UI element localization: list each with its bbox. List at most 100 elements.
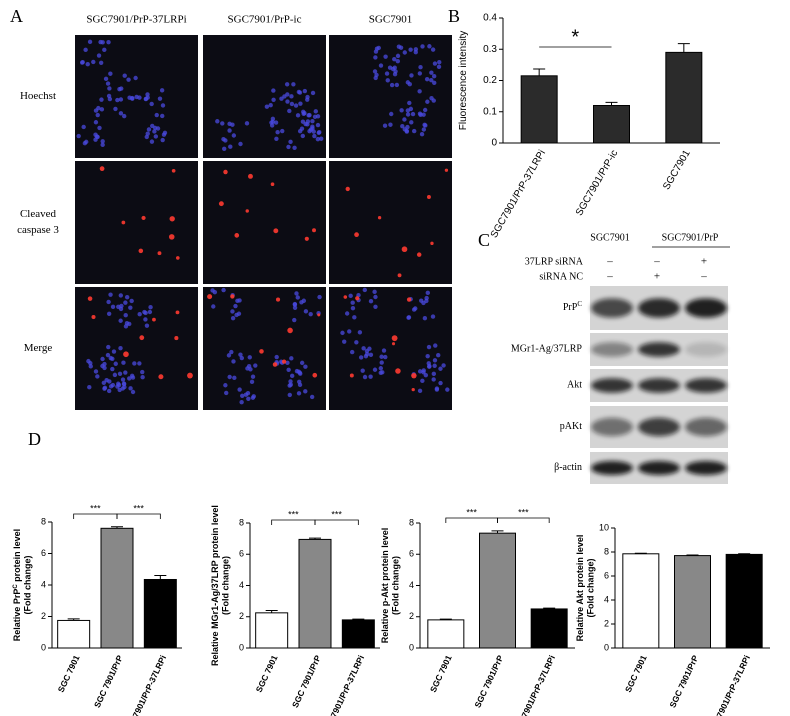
nucleus	[286, 144, 291, 150]
nucleus	[99, 107, 105, 112]
nucleus	[244, 121, 250, 126]
nucleus	[384, 71, 390, 76]
blot-band	[591, 298, 633, 318]
caspase-signal	[121, 220, 126, 225]
caspase-signal	[411, 387, 415, 392]
significance-label: ***	[331, 509, 342, 519]
bar	[593, 105, 630, 144]
caspase-signal	[391, 335, 398, 342]
micrograph	[203, 287, 326, 410]
nucleus	[149, 101, 154, 107]
caspase-signal	[317, 313, 321, 317]
nucleus	[287, 383, 292, 388]
nucleus	[421, 300, 426, 306]
y-axis-label: (Fold change)	[220, 556, 230, 615]
nucleus	[154, 112, 159, 118]
nucleus	[316, 130, 321, 136]
nucleus	[245, 390, 251, 396]
nucleus	[246, 363, 252, 369]
y-tick-label: 0	[239, 642, 244, 652]
caspase-signal	[395, 368, 401, 374]
error-bar	[352, 618, 365, 620]
blot-band	[685, 460, 727, 476]
error-bar	[67, 618, 80, 621]
nucleus	[354, 340, 359, 345]
nucleus	[279, 96, 284, 101]
nucleus	[305, 97, 310, 102]
nucleus	[350, 305, 356, 311]
nucleus	[301, 298, 307, 303]
nucleus	[119, 303, 124, 309]
nucleus	[368, 299, 374, 304]
x-tick-label: SGC7901/PrP-37LRPi	[489, 148, 548, 240]
error-bar	[491, 530, 504, 534]
caspase-signal	[312, 228, 316, 233]
nucleus	[363, 354, 369, 359]
nucleus	[284, 82, 290, 87]
nucleus	[230, 316, 236, 321]
nucleus	[301, 111, 306, 117]
significance-label: ***	[518, 507, 529, 517]
nucleus	[434, 387, 440, 392]
x-tick-label: SGC 7901/PrP-37LRPi	[511, 654, 557, 716]
blot-band	[685, 378, 727, 393]
nucleus	[372, 69, 378, 74]
nucleus	[106, 388, 112, 394]
y-axis-label-part: Fluorescence intensity	[458, 31, 469, 131]
error-bar	[111, 526, 123, 529]
error-bar	[265, 610, 278, 613]
nucleus	[221, 287, 226, 293]
condition-mark: –	[606, 271, 613, 283]
blot-label: PrPC	[563, 300, 582, 314]
nucleus	[87, 384, 92, 390]
caspase-signal	[218, 201, 224, 207]
nucleus	[293, 103, 299, 108]
bar	[143, 578, 177, 649]
nucleus	[383, 354, 388, 360]
nucleus	[310, 119, 315, 124]
nucleus	[246, 396, 251, 401]
nucleus	[80, 59, 85, 65]
nucleus	[271, 97, 276, 102]
nucleus	[422, 316, 428, 321]
caspase-signal	[141, 215, 146, 221]
caspase-signal	[169, 216, 175, 222]
x-tick-label: SGC 7901/PrP	[667, 653, 700, 709]
nucleus	[361, 346, 366, 351]
nucleus	[313, 109, 318, 114]
nucleus	[373, 75, 378, 81]
nucleus	[110, 366, 115, 372]
caspase-signal	[248, 173, 253, 179]
micrograph-bg	[329, 35, 452, 158]
y-tick-label: 4	[41, 579, 46, 589]
nucleus	[264, 104, 270, 109]
bar	[665, 51, 703, 144]
nucleus	[373, 55, 378, 60]
x-tick-label: SGC7901	[661, 148, 693, 192]
caspase-signal	[411, 372, 417, 379]
y-tick-label: 0.4	[483, 13, 497, 24]
blot-label: β-actin	[554, 462, 582, 473]
nucleus	[358, 355, 364, 360]
nucleus	[96, 105, 101, 111]
nucleus	[357, 330, 363, 335]
nucleus	[427, 363, 432, 369]
micrograph	[329, 161, 452, 284]
nucleus	[149, 139, 155, 144]
nucleus	[305, 119, 311, 124]
caspase-signal	[91, 314, 96, 320]
nucleus	[144, 134, 149, 140]
nucleus	[319, 136, 324, 141]
caspase-signal	[343, 295, 348, 299]
nucleus	[104, 377, 109, 383]
nucleus	[123, 300, 128, 305]
blot-band	[685, 298, 727, 318]
nucleus	[409, 120, 414, 125]
caspase-signal	[207, 294, 213, 300]
nucleus	[113, 106, 118, 112]
nucleus	[282, 94, 287, 99]
nucleus	[91, 59, 96, 65]
nucleus	[97, 125, 102, 131]
nucleus	[411, 128, 417, 134]
nucleus	[348, 293, 353, 299]
